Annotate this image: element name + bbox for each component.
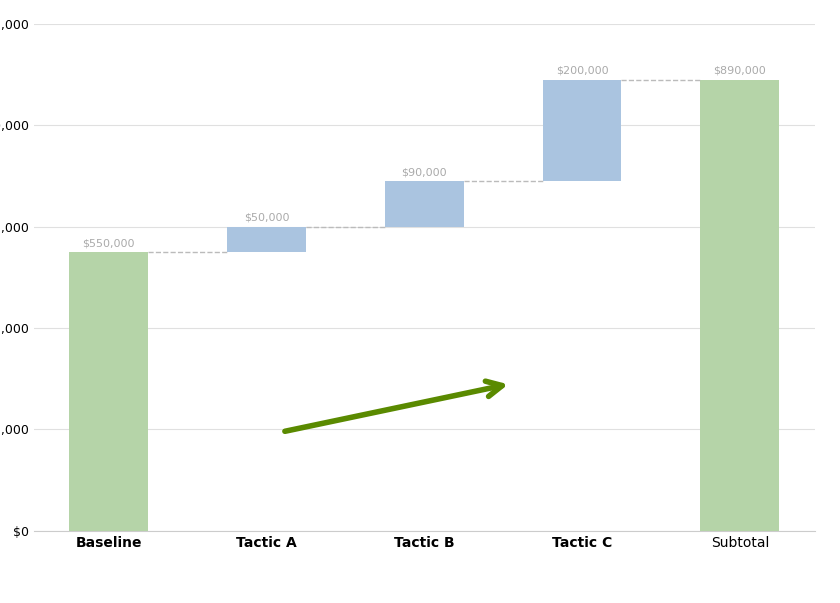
Text: $50,000: $50,000 [244, 213, 289, 223]
Text: $90,000: $90,000 [402, 167, 447, 177]
Bar [69, 252, 148, 531]
Bar [385, 181, 464, 227]
Bar [543, 80, 622, 181]
Text: $550,000: $550,000 [82, 238, 134, 248]
Bar [701, 80, 780, 531]
Text: $890,000: $890,000 [713, 66, 766, 76]
Text: $200,000: $200,000 [556, 66, 608, 76]
Bar [227, 227, 306, 252]
